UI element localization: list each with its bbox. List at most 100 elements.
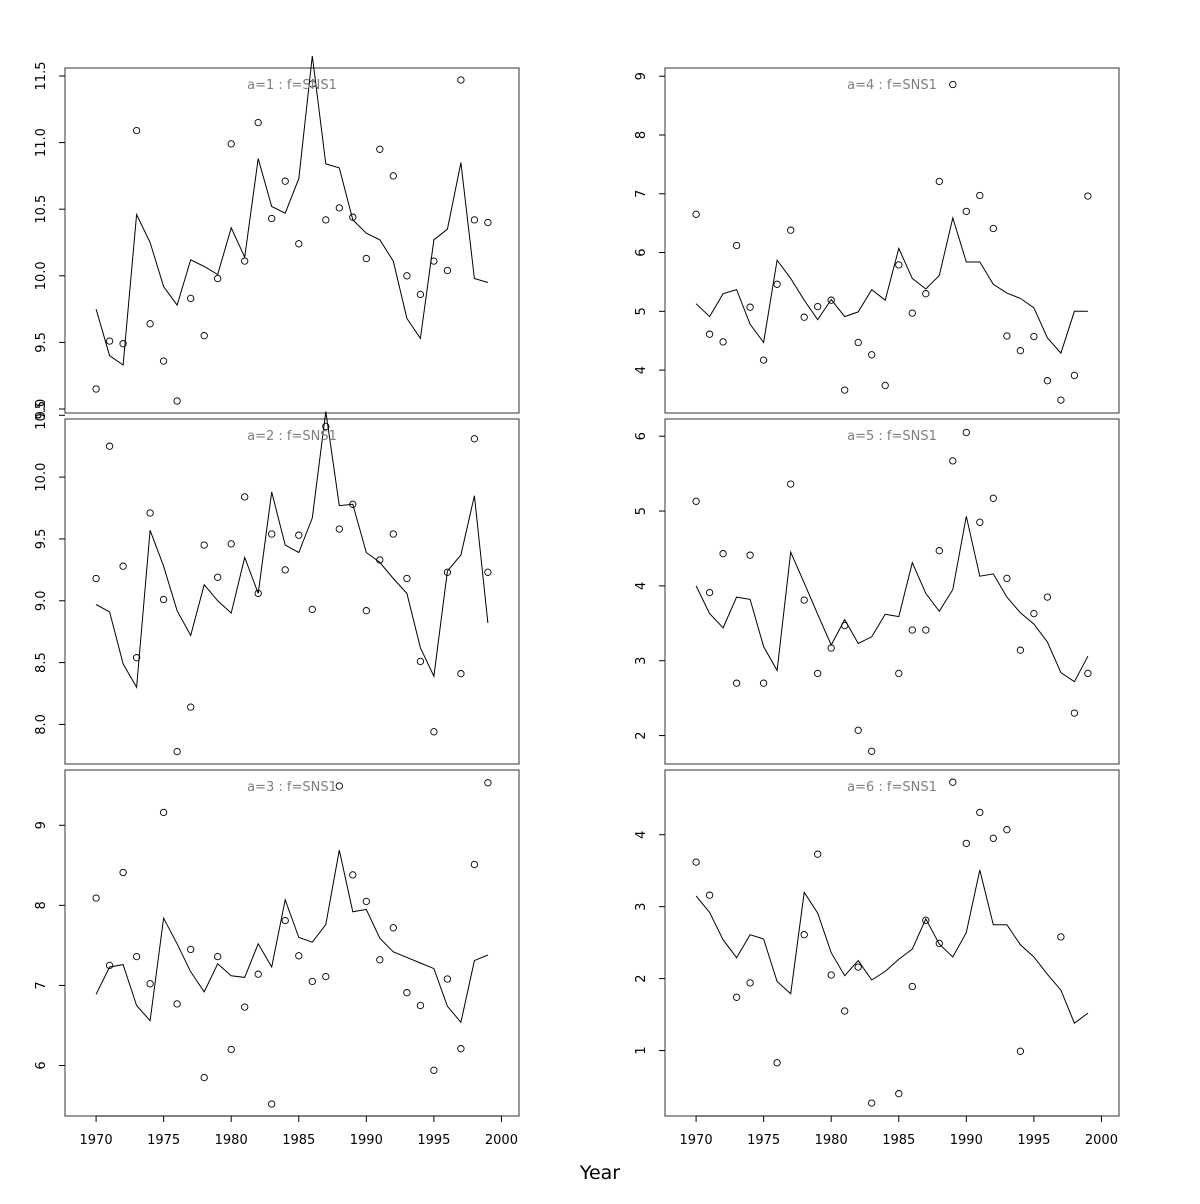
x-tick-label: 2000 xyxy=(1085,1133,1118,1148)
x-tick-label: 1985 xyxy=(882,1133,915,1148)
observed-point xyxy=(692,497,700,505)
observed-point xyxy=(1043,377,1052,385)
x-tick-label: 1990 xyxy=(350,1133,383,1148)
observed-point xyxy=(214,573,222,581)
y-tick-label: 11.5 xyxy=(34,62,49,91)
observed-point xyxy=(92,574,100,583)
observed-point xyxy=(430,1066,438,1074)
observed-point xyxy=(908,982,916,991)
observed-point xyxy=(1043,593,1052,601)
panel-title: a=2 : f=SNS1 xyxy=(247,429,337,444)
fitted-line xyxy=(95,411,489,689)
panel-5: a=5 : f=SNS1 2 3 4 5 6 xyxy=(634,418,1120,765)
panel-6: a=6 : f=SNS1 1 2 3 4 1970 1975 1980 1985 1990 1995… xyxy=(634,769,1120,1148)
observed-point xyxy=(443,266,452,275)
observed-point xyxy=(746,551,754,559)
observed-point xyxy=(1030,332,1038,341)
observed-point xyxy=(119,562,127,570)
observed-point xyxy=(922,916,930,924)
observed-point xyxy=(484,779,492,787)
x-tick-label: 1980 xyxy=(815,1133,848,1148)
observed-point xyxy=(484,568,492,576)
y-tick-label: 4 xyxy=(634,582,649,590)
observed-point xyxy=(1084,192,1092,200)
observed-point xyxy=(268,530,276,538)
observed-point xyxy=(119,868,127,877)
x-tick-label: 1980 xyxy=(215,1133,248,1148)
observed-point xyxy=(349,871,357,879)
observed-point xyxy=(322,422,330,431)
observed-point xyxy=(362,897,370,906)
y-tick-label: 7 xyxy=(34,981,49,989)
observed-point xyxy=(416,1001,425,1010)
y-tick-label: 3 xyxy=(634,657,649,665)
panel-2: a=2 : f=SNS1 8.0 8.5 9.0 9.5 10.0 10.5 xyxy=(34,401,520,765)
observed-point xyxy=(705,588,714,597)
x-tick-label: 1985 xyxy=(282,1133,315,1148)
observed-point xyxy=(800,596,808,604)
observed-point xyxy=(295,531,303,539)
observed-point xyxy=(389,172,397,180)
observed-point xyxy=(1003,332,1011,340)
observed-point xyxy=(92,894,100,902)
y-tick-label: 5 xyxy=(634,307,649,315)
plot-frame xyxy=(664,418,1120,765)
observed-point xyxy=(470,860,479,869)
observed-point xyxy=(214,274,222,283)
y-tick-label: 9 xyxy=(34,821,49,829)
observed-point xyxy=(1084,669,1092,678)
observed-point xyxy=(254,970,262,978)
fitted-line xyxy=(95,849,489,1024)
observed-point xyxy=(895,261,903,269)
observed-point xyxy=(800,931,808,939)
observed-point xyxy=(159,808,168,817)
plot-frame xyxy=(64,418,520,765)
observed-point xyxy=(187,294,195,303)
observed-point xyxy=(443,568,452,576)
observed-point xyxy=(281,566,289,574)
y-tick-label: 4 xyxy=(634,831,649,839)
observed-point xyxy=(1070,709,1079,717)
y-tick-label: 6 xyxy=(634,432,649,440)
observed-point xyxy=(159,357,168,365)
y-tick-label: 10.5 xyxy=(34,401,49,430)
observed-point xyxy=(841,386,849,394)
observed-point xyxy=(362,254,370,263)
observed-point xyxy=(962,207,970,216)
y-tick-label: 8 xyxy=(34,901,49,909)
y-tick-label: 9.5 xyxy=(34,332,49,353)
observed-point xyxy=(308,80,316,88)
observed-point xyxy=(403,574,411,583)
observed-point xyxy=(705,330,714,338)
observed-point xyxy=(173,747,181,756)
observed-point xyxy=(868,351,876,359)
observed-point xyxy=(746,303,754,311)
x-tick-label: 1975 xyxy=(147,1133,180,1148)
observed-point xyxy=(1070,371,1079,380)
observed-point xyxy=(322,216,330,224)
panel-4: a=4 : f=SNS1 4 5 6 7 8 9 xyxy=(634,67,1120,414)
observed-point xyxy=(132,126,141,135)
y-tick-label: 8.5 xyxy=(34,652,49,673)
observed-point xyxy=(949,457,957,465)
observed-point xyxy=(746,979,754,987)
observed-point xyxy=(949,80,957,89)
observed-point xyxy=(1016,1047,1025,1055)
observed-point xyxy=(1003,574,1011,583)
observed-point xyxy=(322,972,330,981)
observed-point xyxy=(187,945,195,954)
observed-point xyxy=(335,204,343,212)
observed-point xyxy=(227,140,235,148)
observed-point xyxy=(692,210,700,218)
observed-point xyxy=(922,626,930,634)
observed-point xyxy=(119,340,127,348)
observed-point xyxy=(1057,396,1065,404)
y-tick-label: 4 xyxy=(634,366,649,374)
plot-frame xyxy=(664,67,1120,414)
observed-point xyxy=(457,76,465,84)
panel-title: a=6 : f=SNS1 xyxy=(847,780,937,795)
observed-point xyxy=(457,670,465,678)
observed-point xyxy=(719,550,727,558)
plot-frame xyxy=(664,769,1120,1117)
